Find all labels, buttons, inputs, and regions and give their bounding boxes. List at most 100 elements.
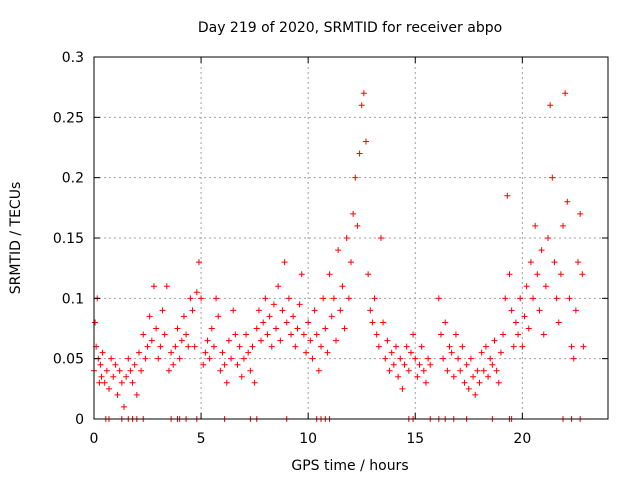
data-point: [455, 355, 462, 362]
data-point: [283, 319, 290, 326]
data-point: [296, 301, 303, 308]
data-point: [369, 319, 376, 326]
data-point: [258, 337, 265, 344]
x-axis-label: GPS time / hours: [291, 458, 408, 474]
data-point: [326, 271, 333, 278]
data-point: [311, 307, 318, 314]
data-point: [395, 373, 402, 380]
data-point: [579, 271, 586, 278]
data-point: [333, 337, 340, 344]
data-point: [568, 343, 575, 350]
data-point: [243, 331, 250, 338]
data-point: [414, 373, 421, 380]
chart-title: Day 219 of 2020, SRMTID for receiver abp…: [198, 20, 502, 36]
data-point: [422, 379, 429, 386]
data-point: [174, 325, 181, 332]
data-point: [521, 313, 528, 320]
data-point: [418, 343, 425, 350]
data-point: [303, 349, 310, 356]
data-point: [354, 222, 361, 229]
y-tick-label: 0.05: [53, 352, 84, 368]
data-point: [138, 367, 145, 374]
data-point: [478, 349, 485, 356]
data-point: [129, 379, 136, 386]
data-point: [489, 361, 496, 368]
data-point: [228, 355, 235, 362]
data-point: [474, 367, 481, 374]
x-tick-label: 5: [197, 431, 206, 447]
data-point: [519, 343, 526, 350]
data-point: [305, 319, 312, 326]
y-tick-label: 0.1: [62, 291, 84, 307]
data-point: [159, 307, 166, 314]
data-point: [127, 367, 134, 374]
data-point: [105, 385, 112, 392]
data-point: [193, 289, 200, 296]
data-point: [540, 331, 547, 338]
data-point: [570, 355, 577, 362]
data-point: [206, 355, 213, 362]
data-point: [96, 379, 103, 386]
data-point: [191, 343, 198, 350]
data-point: [223, 379, 230, 386]
axis-ticks: [93, 56, 608, 420]
data-point: [101, 379, 108, 386]
data-point: [557, 271, 564, 278]
data-point: [435, 295, 442, 302]
data-point: [307, 337, 314, 344]
x-tick-label: 20: [513, 431, 531, 447]
data-point: [313, 331, 320, 338]
data-point: [108, 355, 115, 362]
data-point: [356, 150, 363, 157]
data-point: [204, 337, 211, 344]
data-point: [208, 325, 215, 332]
data-point: [114, 391, 121, 398]
data-point: [551, 259, 558, 266]
data-point: [142, 355, 149, 362]
data-point: [339, 283, 346, 290]
data-point: [459, 343, 466, 350]
data-point: [112, 361, 119, 368]
data-point: [98, 373, 105, 380]
data-point: [240, 355, 247, 362]
data-point: [318, 343, 325, 350]
data-point: [487, 355, 494, 362]
data-point: [416, 361, 423, 368]
data-point: [470, 373, 477, 380]
data-point: [110, 373, 117, 380]
data-point: [103, 367, 110, 374]
data-point: [183, 331, 190, 338]
data-point: [266, 313, 273, 320]
data-point: [236, 343, 243, 350]
data-point: [168, 349, 175, 356]
data-point: [523, 283, 530, 290]
data-point: [290, 313, 297, 320]
data-point: [345, 295, 352, 302]
data-point: [350, 210, 357, 217]
data-point: [517, 295, 524, 302]
data-point: [322, 325, 329, 332]
data-point: [163, 283, 170, 290]
data-point: [542, 283, 549, 290]
data-point: [502, 295, 509, 302]
data-point: [384, 337, 391, 344]
data-point: [392, 343, 399, 350]
data-point: [555, 319, 562, 326]
data-point: [337, 307, 344, 314]
data-point: [116, 367, 123, 374]
data-point: [410, 331, 417, 338]
data-point: [566, 295, 573, 302]
data-point: [99, 349, 106, 356]
y-tick-label: 0.3: [62, 50, 84, 66]
y-axis-label: SRMTID / TECUs: [8, 182, 24, 295]
data-point: [275, 283, 282, 290]
data-point: [437, 331, 444, 338]
data-point: [148, 337, 155, 344]
data-point: [450, 373, 457, 380]
data-point: [155, 355, 162, 362]
data-point: [150, 283, 157, 290]
data-point: [461, 379, 468, 386]
data-point: [442, 319, 449, 326]
y-tick-label: 0.2: [62, 171, 84, 187]
y-tick-labels: 0 0.05 0.1 0.15 0.2 0.25 0.3: [53, 50, 84, 428]
